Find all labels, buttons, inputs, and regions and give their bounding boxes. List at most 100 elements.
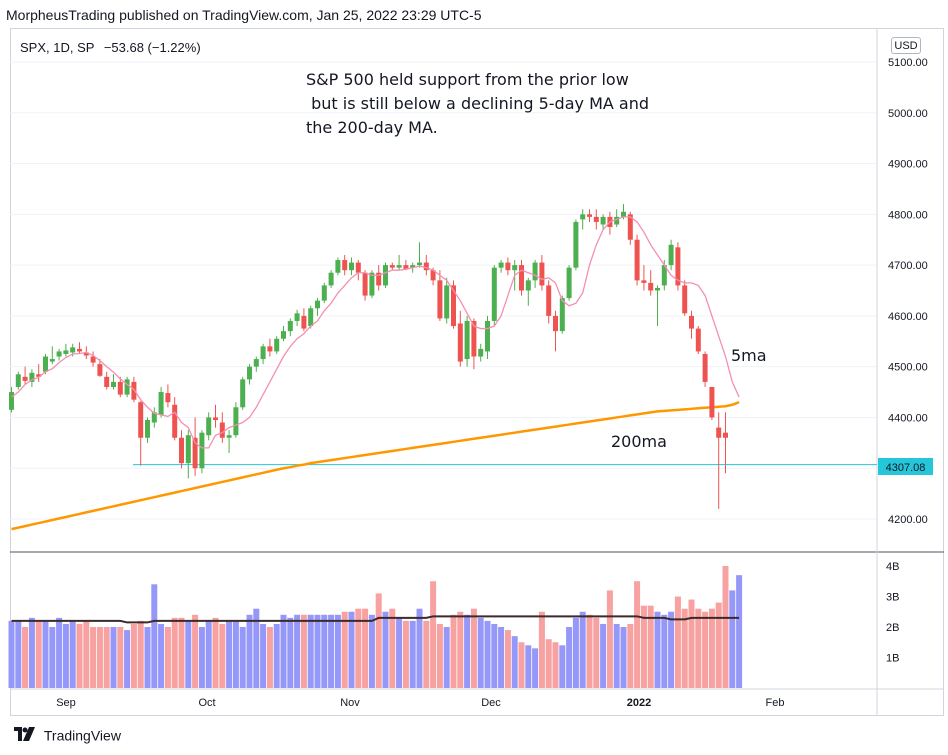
candle-body	[444, 285, 450, 319]
candle-body	[485, 320, 490, 352]
volume-bar	[532, 648, 539, 688]
candlestick	[519, 260, 524, 296]
volume-bar	[90, 627, 97, 688]
candle-body	[77, 348, 82, 352]
volume-bar	[375, 593, 382, 688]
volume-bar	[130, 623, 137, 688]
volume-bar	[348, 611, 355, 688]
candlestick	[287, 318, 293, 337]
candlestick	[464, 315, 470, 367]
candle-body	[219, 422, 225, 438]
candlestick	[444, 277, 450, 324]
volume-bar	[69, 620, 76, 688]
candle-body	[36, 374, 42, 377]
candlestick	[199, 430, 205, 474]
price-tick-label: 5000.00	[888, 108, 928, 120]
candle-body	[682, 285, 688, 314]
volume-bar	[688, 599, 695, 688]
candlestick	[389, 262, 395, 271]
candlestick	[213, 404, 218, 428]
candle-body	[600, 216, 606, 225]
candle-body	[342, 260, 348, 271]
candle-body	[226, 435, 232, 438]
candlestick	[29, 369, 35, 387]
volume-bar	[137, 620, 144, 688]
candle-body	[151, 412, 157, 423]
volume-bar	[695, 608, 702, 688]
volume-bar	[538, 611, 545, 688]
volume-bar	[273, 623, 280, 688]
volume-bar	[185, 620, 192, 688]
volume-axis-ticks: 4B 3B 2B 1B	[886, 561, 899, 665]
candle-body	[546, 285, 552, 316]
volume-bar	[477, 617, 484, 688]
volume-bar	[430, 581, 437, 688]
candle-body	[451, 285, 456, 327]
candlestick	[240, 376, 246, 410]
candlestick	[233, 402, 239, 438]
volume-bar	[355, 608, 362, 688]
volume-bar	[389, 608, 396, 688]
candle-body	[675, 247, 681, 286]
candle-body	[165, 393, 171, 403]
volume-bar	[28, 617, 35, 688]
volume-bars	[8, 566, 743, 688]
candlestick	[614, 209, 620, 228]
volume-bar	[62, 623, 69, 688]
candle-body	[498, 262, 504, 268]
support-price-label: 4307.08	[886, 462, 926, 474]
volume-bar	[246, 614, 253, 688]
candle-body	[124, 379, 130, 395]
currency-button[interactable]: USD	[891, 37, 921, 54]
volume-bar	[287, 617, 294, 688]
tradingview-logo-icon	[14, 726, 36, 744]
candlestick	[22, 366, 28, 385]
candle-body	[362, 272, 368, 296]
candlestick	[593, 209, 599, 230]
volume-bar	[253, 608, 260, 688]
candlestick	[600, 214, 606, 230]
candle-body	[648, 282, 654, 291]
volume-bar	[423, 620, 430, 688]
volume-bar	[239, 627, 246, 688]
ma200-line	[11, 401, 740, 531]
candlestick	[682, 280, 688, 316]
candle-body	[464, 320, 470, 360]
volume-bar	[178, 617, 185, 688]
candle-body	[179, 437, 184, 464]
candle-body	[661, 265, 667, 286]
candlestick	[111, 374, 116, 390]
volume-bar	[117, 627, 124, 688]
volume-bar	[35, 620, 42, 688]
price-tick-label: 4600.00	[888, 311, 928, 323]
volume-bar	[307, 614, 314, 688]
candle-body	[614, 216, 620, 225]
candlestick	[301, 308, 307, 332]
time-axis-ticks: Sep Oct Nov Dec 2022 Feb	[56, 697, 784, 709]
volume-bar	[321, 614, 328, 688]
candle-body	[539, 262, 545, 286]
candlestick	[491, 265, 497, 327]
volume-bar	[572, 617, 579, 688]
candle-body	[97, 364, 103, 376]
candle-body	[532, 262, 538, 281]
candle-body	[655, 287, 660, 291]
candlestick	[294, 309, 300, 327]
candlestick	[315, 298, 320, 316]
candle-body	[63, 350, 69, 354]
candle-body	[267, 346, 273, 352]
candle-body	[104, 376, 110, 387]
candlestick	[9, 386, 14, 413]
candle-body	[247, 366, 252, 380]
candle-body	[294, 313, 300, 321]
volume-bar	[464, 614, 471, 688]
volume-bar	[110, 627, 117, 688]
candle-body	[274, 338, 280, 352]
volume-bar	[654, 611, 661, 688]
volume-bar	[158, 623, 165, 688]
time-tick-label: 2022	[627, 697, 651, 709]
volume-bar	[151, 584, 158, 688]
time-tick-label: Dec	[481, 697, 501, 709]
volume-bar	[42, 620, 49, 688]
